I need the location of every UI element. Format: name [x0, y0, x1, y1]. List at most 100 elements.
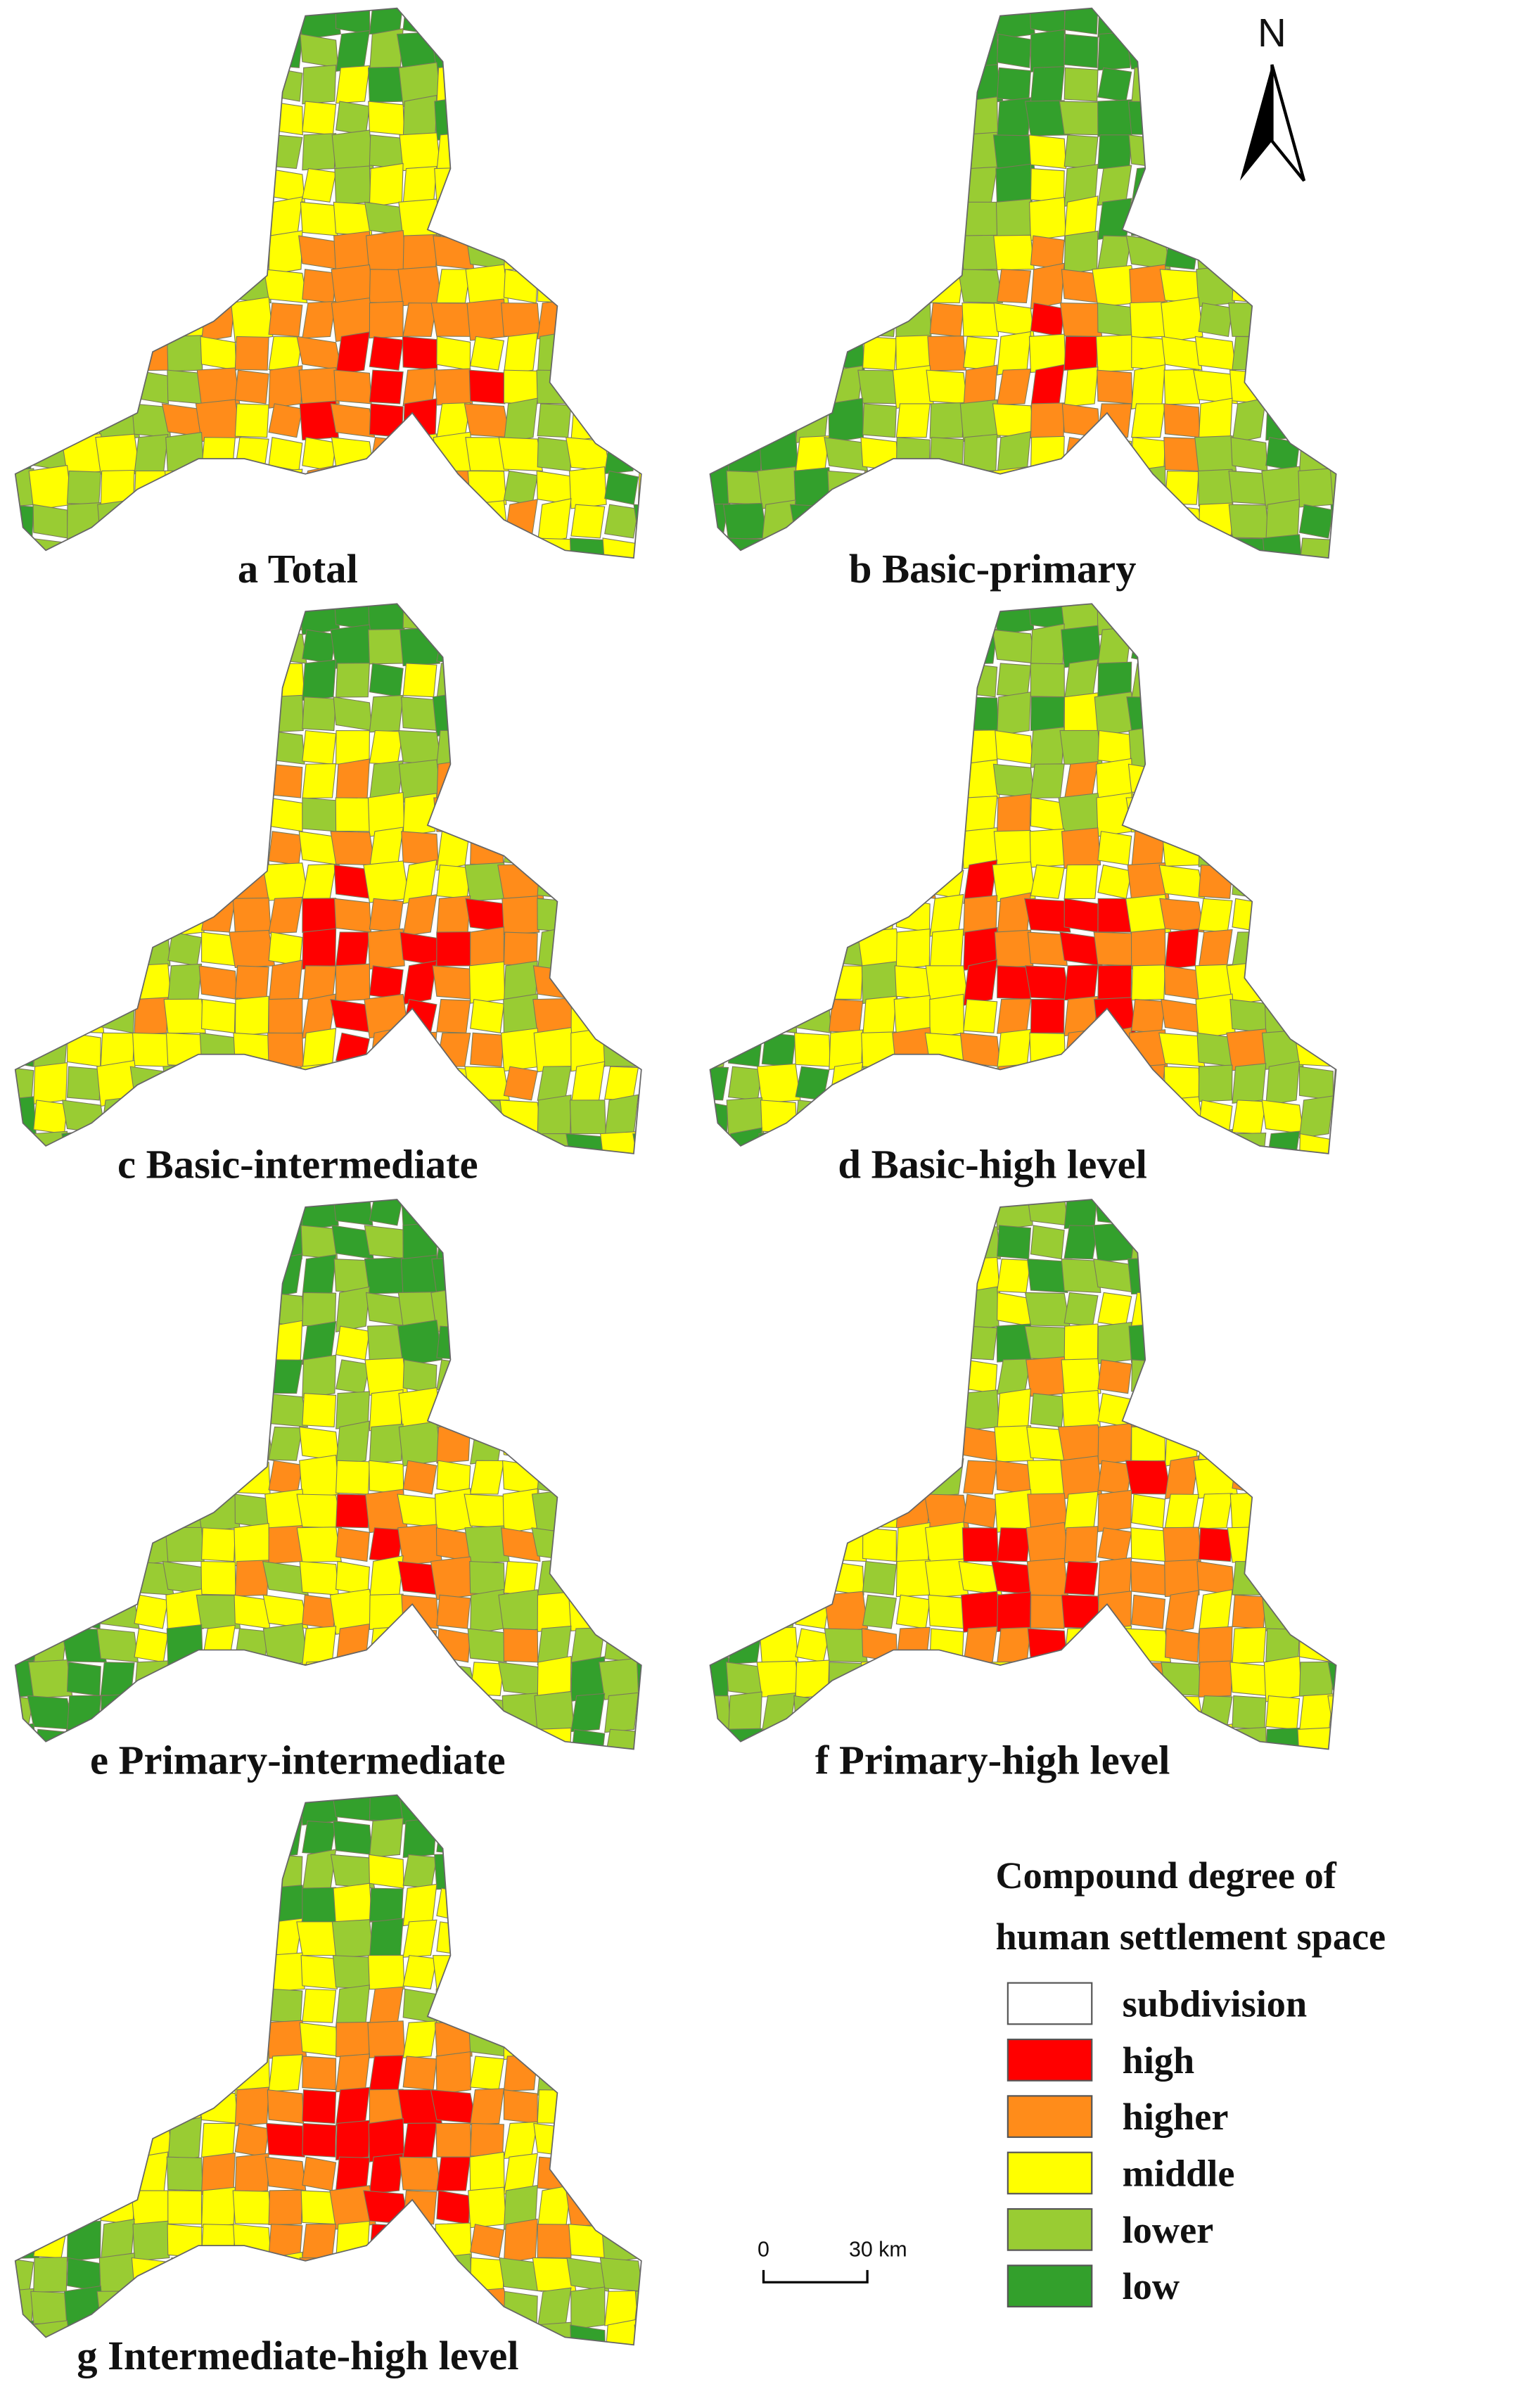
district	[1063, 864, 1099, 900]
map-panel	[15, 8, 641, 559]
district	[862, 898, 897, 933]
district	[1298, 263, 1334, 309]
district	[167, 761, 203, 801]
district	[1232, 1626, 1267, 1664]
district	[130, 898, 172, 933]
district	[15, 1032, 34, 1067]
district	[795, 1100, 830, 1135]
district	[335, 331, 371, 376]
district	[894, 797, 932, 832]
district	[794, 1032, 831, 1067]
district	[1265, 763, 1301, 798]
district	[470, 623, 505, 670]
district	[330, 503, 376, 540]
district	[570, 336, 606, 371]
district	[31, 267, 70, 305]
district	[1097, 403, 1132, 438]
district	[33, 1062, 68, 1105]
district	[1264, 1493, 1301, 1529]
district	[1332, 1460, 1336, 1495]
district	[795, 435, 830, 473]
district	[363, 2190, 410, 2225]
district	[33, 663, 68, 698]
district	[635, 65, 641, 104]
district	[829, 1218, 864, 1266]
district	[1265, 691, 1301, 737]
district	[197, 1259, 240, 1294]
district	[165, 1455, 205, 1501]
district	[1232, 397, 1267, 444]
district	[133, 269, 170, 304]
district	[1298, 468, 1335, 508]
district	[1097, 1099, 1132, 1135]
district	[727, 63, 762, 106]
district	[1295, 1393, 1336, 1428]
district	[1195, 993, 1236, 1039]
district	[1332, 1426, 1336, 1461]
district	[822, 1422, 869, 1465]
district	[722, 629, 768, 664]
district	[27, 1560, 73, 1595]
district	[710, 1199, 735, 1226]
district	[860, 265, 900, 307]
district	[1161, 1357, 1202, 1396]
district	[757, 663, 801, 698]
district	[862, 831, 897, 866]
district	[1329, 470, 1336, 505]
district	[1232, 1132, 1267, 1154]
district	[727, 1127, 762, 1154]
district	[165, 1588, 204, 1636]
district	[1332, 333, 1336, 374]
district	[856, 1392, 903, 1428]
district	[33, 131, 68, 173]
district	[234, 763, 269, 798]
district	[929, 302, 964, 337]
district	[893, 1292, 933, 1327]
district	[430, 1662, 477, 1697]
district	[336, 1493, 370, 1529]
district	[466, 196, 509, 242]
district	[1030, 1064, 1065, 1102]
district	[758, 1391, 800, 1429]
district	[402, 2291, 437, 2326]
district	[33, 1393, 68, 1428]
district	[1196, 730, 1235, 765]
district	[599, 8, 641, 35]
district	[929, 130, 964, 174]
district	[200, 1199, 237, 1230]
district	[568, 1921, 608, 1956]
district	[637, 1420, 641, 1467]
district	[98, 369, 136, 404]
district	[402, 1691, 437, 1734]
district	[710, 663, 734, 698]
district	[302, 269, 337, 304]
district	[436, 269, 471, 304]
district	[1164, 1286, 1199, 1332]
district	[791, 726, 833, 769]
district	[1330, 797, 1336, 832]
district	[993, 302, 1035, 338]
district	[1092, 1222, 1137, 1263]
district	[1164, 27, 1199, 74]
district	[33, 1985, 68, 2027]
district	[167, 33, 203, 68]
district	[435, 2122, 472, 2158]
district	[167, 1426, 203, 1462]
district	[99, 864, 136, 900]
district	[963, 796, 998, 834]
district	[134, 534, 169, 559]
district	[795, 336, 830, 371]
district	[637, 1199, 641, 1226]
district	[758, 1128, 800, 1154]
district	[167, 269, 203, 304]
district	[369, 2224, 404, 2259]
district	[824, 696, 868, 732]
panel-caption: c Basic-intermediate	[117, 1142, 478, 1187]
district	[728, 1560, 762, 1595]
district	[15, 1624, 37, 1667]
district	[435, 2222, 473, 2260]
district	[200, 297, 236, 343]
district	[756, 1660, 801, 1697]
district	[893, 1066, 934, 1101]
district	[302, 133, 337, 171]
